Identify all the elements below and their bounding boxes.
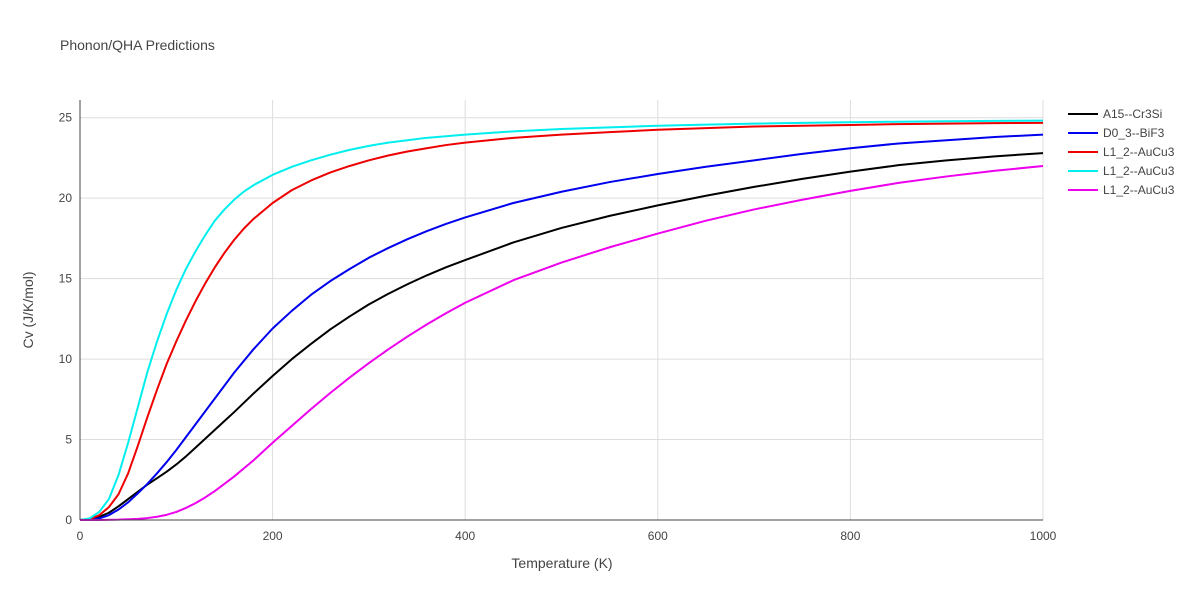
chart-title: Phonon/QHA Predictions xyxy=(60,37,215,53)
x-tick-label: 200 xyxy=(263,529,283,543)
series-layer xyxy=(79,119,1044,521)
x-tick-label: 1000 xyxy=(1030,529,1057,543)
x-tick-label: 400 xyxy=(455,529,475,543)
y-tick-label: 5 xyxy=(65,433,72,447)
legend: A15--Cr3Si D0_3--BiF3 L1_2--AuCu3 L1_2--AuC… xyxy=(1068,107,1175,197)
y-tick-label: 15 xyxy=(59,272,73,286)
legend-label[interactable]: L1_2--AuCu3 xyxy=(1103,145,1175,159)
legend-label[interactable]: L1_2--AuCu3 xyxy=(1103,164,1175,178)
legend-label[interactable]: L1_2--AuCu3 xyxy=(1103,183,1175,197)
axis-layer: 0 200 400 600 800 1000 0 5 10 15 20 25 xyxy=(59,100,1057,543)
y-tick-label: 10 xyxy=(59,352,73,366)
x-axis-title: Temperature (K) xyxy=(511,555,612,571)
legend-label[interactable]: A15--Cr3Si xyxy=(1103,107,1162,121)
y-tick-label: 20 xyxy=(59,191,73,205)
x-tick-label: 600 xyxy=(648,529,668,543)
series-line-2[interactable] xyxy=(79,133,1044,521)
y-tick-label: 25 xyxy=(59,111,73,125)
series-line-3[interactable] xyxy=(79,121,1044,521)
series-line-4[interactable] xyxy=(79,119,1044,521)
x-tick-label: 800 xyxy=(840,529,860,543)
grid-layer xyxy=(80,100,1044,520)
legend-label[interactable]: D0_3--BiF3 xyxy=(1103,126,1165,140)
y-tick-label: 0 xyxy=(65,513,72,527)
x-tick-label: 0 xyxy=(77,529,84,543)
series-line-5[interactable] xyxy=(80,164,1044,521)
y-axis-title: Cv (J/K/mol) xyxy=(20,272,36,349)
